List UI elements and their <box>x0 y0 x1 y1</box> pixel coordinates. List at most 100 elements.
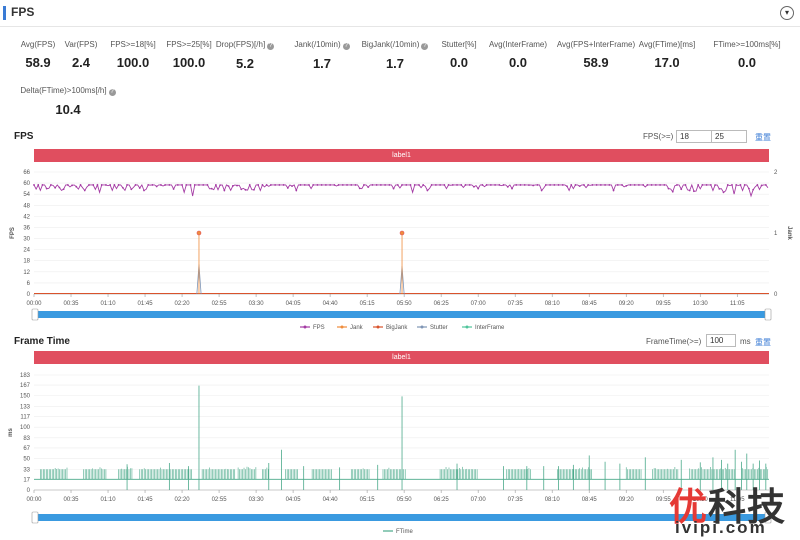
ft-y-tick-label: 50 <box>23 457 30 463</box>
fps-threshold-input-2[interactable] <box>711 130 747 143</box>
fps-point <box>33 184 35 186</box>
fps-x-tick-label: 09:55 <box>656 301 672 307</box>
fps-point <box>214 184 217 186</box>
fps-point <box>240 188 243 191</box>
collapse-toggle-icon[interactable]: ▾ <box>780 6 794 20</box>
fps-point <box>396 184 399 186</box>
help-icon[interactable]: ? <box>267 43 275 50</box>
fps-reset-button[interactable]: 重置 <box>755 133 771 142</box>
metric-item: FTime>=100ms[%] 0.0 <box>687 40 800 70</box>
fps-point <box>608 184 611 186</box>
frametime-threshold-input[interactable] <box>706 334 736 347</box>
fps-y-tick-label: 54 <box>23 192 30 198</box>
frametime-reset-button[interactable]: 重置 <box>755 338 771 347</box>
fps-point <box>202 184 205 186</box>
fps-x-tick-label: 08:10 <box>545 301 561 307</box>
fps-point <box>320 184 323 186</box>
fps-point <box>367 186 370 189</box>
fps-point <box>654 184 657 186</box>
fps-point <box>574 184 577 186</box>
fps-threshold-label: FPS(>=) <box>643 132 674 141</box>
fps-point <box>41 184 44 186</box>
ft-x-tick-label: 05:15 <box>360 497 376 503</box>
fps-y2-tick-label: 0 <box>774 292 778 298</box>
fps-point <box>363 184 365 186</box>
fps-point <box>705 184 708 186</box>
fps-point <box>430 184 433 186</box>
fps-point <box>371 184 374 186</box>
fps-point <box>269 184 272 186</box>
fps-point <box>261 184 264 186</box>
ft-slider-handle-left <box>31 511 39 524</box>
fps-point <box>333 184 336 186</box>
fps-point <box>646 184 649 186</box>
legend-swatch-dot <box>420 325 424 329</box>
fps-point <box>731 184 733 186</box>
fps-x-tick-label: 01:45 <box>138 301 154 307</box>
header-accent-bar <box>3 6 6 20</box>
ft-slider-handle-right <box>764 511 772 524</box>
ft-y-tick-label: 183 <box>20 373 31 379</box>
metric-item: Delta(FTime)>100ms[/h]? 10.4 <box>8 86 128 117</box>
fps-y-axis-label: FPS <box>10 227 16 239</box>
fps-y-tick-label: 12 <box>23 270 30 276</box>
fps-point <box>485 184 488 186</box>
jank-event-point <box>399 230 405 236</box>
fps-point <box>676 184 678 186</box>
fps-point <box>443 184 446 186</box>
ft-x-tick-label: 01:45 <box>138 497 154 503</box>
fps-point <box>405 184 408 186</box>
ft-y-tick-label: 133 <box>20 404 31 410</box>
fps-point <box>50 184 52 186</box>
fps-point <box>638 184 640 186</box>
fps-x-tick-label: 10:30 <box>693 301 709 307</box>
metric-value: 100.0 <box>172 55 206 70</box>
fps-x-tick-label: 05:50 <box>397 301 413 307</box>
fps-point <box>126 184 128 186</box>
fps-point <box>612 189 615 192</box>
fps-point <box>743 184 746 186</box>
fps-point <box>79 184 82 186</box>
fps-point <box>303 184 306 186</box>
fps-point <box>354 184 357 186</box>
metric-item: Stutter[%] 0.0 <box>399 40 519 70</box>
fps-point <box>739 184 742 186</box>
fps-point <box>223 189 226 192</box>
fps-point <box>468 184 471 186</box>
fps-point <box>37 184 40 186</box>
ft-x-tick-label: 11:05 <box>730 497 745 503</box>
fps-point <box>278 184 281 186</box>
help-icon[interactable]: ? <box>421 43 429 50</box>
ft-x-tick-label: 10:30 <box>693 497 709 503</box>
metric-item: Drop(FPS)[/h]? 5.2 <box>185 40 305 71</box>
fps-x-tick-label: 06:25 <box>434 301 450 307</box>
fps-threshold-input-1[interactable] <box>676 130 712 143</box>
fps-point <box>595 184 598 186</box>
fps-x-tick-label: 00:35 <box>64 301 80 307</box>
fps-point <box>688 189 691 192</box>
fps-point <box>62 188 65 191</box>
fps-y-tick-label: 24 <box>23 248 30 254</box>
fps-point <box>185 184 188 186</box>
fps-x-tick-label: 09:20 <box>619 301 635 307</box>
help-icon[interactable]: ? <box>342 43 350 50</box>
metric-value: 2.4 <box>71 55 91 70</box>
fps-point <box>75 185 78 188</box>
fps-point <box>401 184 403 186</box>
fps-x-tick-label: 01:10 <box>101 301 117 307</box>
metric-value: 17.0 <box>654 55 680 70</box>
fps-point <box>544 184 547 186</box>
metric-label: Delta(FTime)>100ms[/h]? <box>20 86 116 96</box>
frametime-chart[interactable]: 0 17 33 50 67 83 100 117 133 150 167 183 ms 00:00 00:3… <box>0 365 800 540</box>
fps-point <box>71 184 73 187</box>
legend-swatch-dot <box>303 325 307 329</box>
ft-y-tick-label: 150 <box>20 394 31 400</box>
fps-point <box>434 184 437 186</box>
fps-point <box>591 184 594 186</box>
fps-point <box>265 184 268 186</box>
fps-point <box>316 184 319 186</box>
fps-point <box>379 184 382 186</box>
fps-point <box>96 184 99 186</box>
help-icon[interactable]: ? <box>108 89 116 96</box>
